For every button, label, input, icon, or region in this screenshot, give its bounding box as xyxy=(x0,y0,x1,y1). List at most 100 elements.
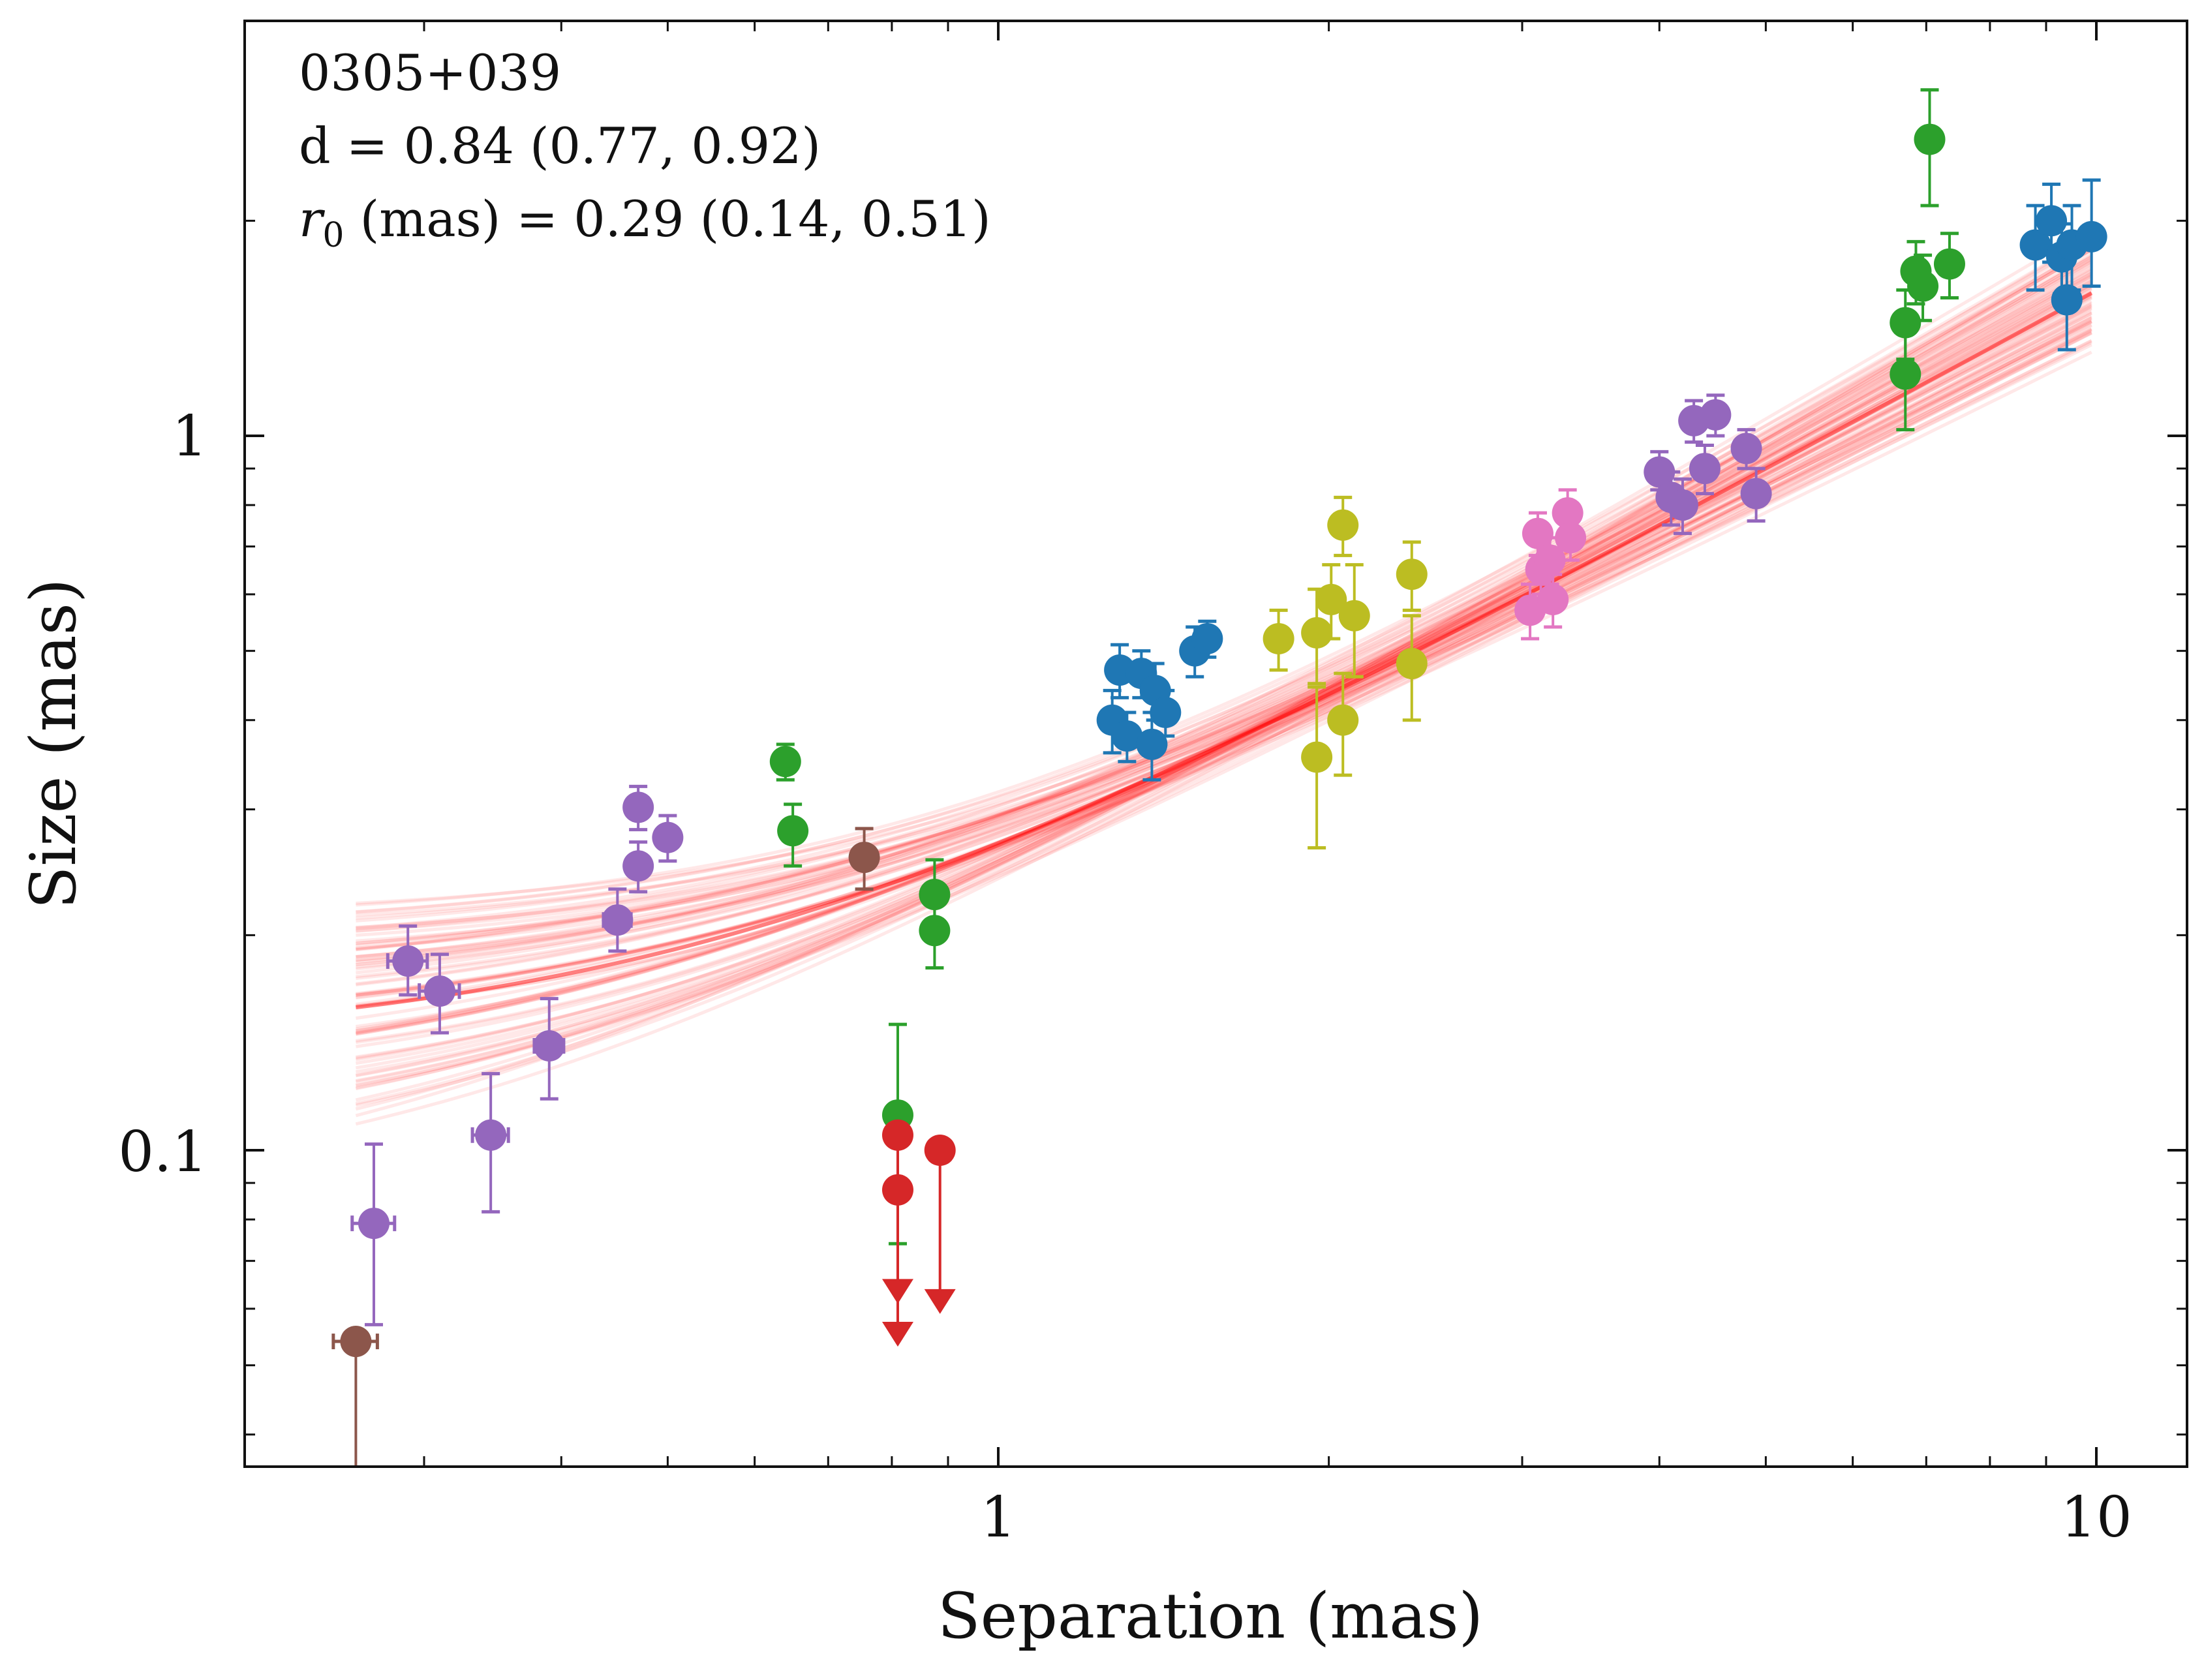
fit-curve xyxy=(355,282,2092,1126)
fit-curve xyxy=(356,301,2092,975)
plot-frame xyxy=(243,20,2188,1468)
fit-curve xyxy=(356,279,2092,945)
data-point-purple xyxy=(1730,433,1762,465)
data-point-purple xyxy=(1740,478,1772,510)
data-point-purple xyxy=(622,791,654,823)
data-point-olive xyxy=(1338,600,1370,632)
fit-curve xyxy=(356,236,2092,1043)
fit-curve xyxy=(356,287,2092,917)
data-point-upper-limit xyxy=(881,1174,913,1206)
data-point-olive xyxy=(1396,558,1428,590)
fit-curve xyxy=(356,290,2092,959)
fit-curve xyxy=(356,284,2092,950)
fit-curve-median xyxy=(356,291,2093,1010)
fit-curve xyxy=(356,283,2092,930)
fit-curve xyxy=(356,296,2092,930)
data-point-pink xyxy=(1552,497,1584,529)
y-tick-label-1: 1 xyxy=(172,404,207,469)
data-point-brown-dark xyxy=(848,842,880,874)
data-point-purple xyxy=(423,975,455,1007)
data-point-green xyxy=(919,915,951,947)
data-point-olive xyxy=(1396,648,1428,680)
fit-curve xyxy=(355,259,2092,1087)
data-point-pink xyxy=(1522,517,1554,549)
data-point-purple xyxy=(358,1208,390,1240)
data-point-olive xyxy=(1301,741,1333,773)
data-point-olive xyxy=(1263,622,1294,654)
fit-curve xyxy=(355,267,2092,1091)
fit-curve xyxy=(356,248,2092,929)
data-point-olive xyxy=(1327,704,1359,736)
fit-curve xyxy=(355,275,2092,1102)
fit-curves xyxy=(355,226,2093,1126)
data-point-green xyxy=(1890,307,1921,339)
upper-limit-arrow xyxy=(881,1279,913,1304)
data-point-olive xyxy=(1327,509,1359,541)
fit-curve xyxy=(356,343,2092,920)
fit-curve xyxy=(356,331,2092,997)
fit-curve xyxy=(356,274,2092,1060)
data-point-green xyxy=(1914,123,1946,155)
fit-curve xyxy=(356,310,2092,997)
fit-curve xyxy=(356,339,2092,1031)
fit-curve xyxy=(356,279,2092,1032)
data-point-purple xyxy=(1666,489,1698,521)
r0-subscript: 0 xyxy=(322,216,344,255)
fit-curve xyxy=(355,328,2092,1090)
annotation-source: 0305+039 xyxy=(299,44,561,102)
fit-curve xyxy=(356,331,2092,1006)
fit-curve xyxy=(356,327,2092,1000)
fit-curve xyxy=(356,240,2092,1059)
data-point-pink xyxy=(1534,544,1566,576)
fit-curve xyxy=(356,331,2092,999)
fit-curve xyxy=(356,245,2092,1045)
y-tick-label-0.1: 0.1 xyxy=(118,1120,207,1185)
data-point-green xyxy=(1933,248,1965,280)
fit-curve xyxy=(356,249,2092,914)
fit-curve xyxy=(356,314,2092,951)
fit-curve xyxy=(356,320,2092,997)
annotation-d: d = 0.84 (0.77, 0.92) xyxy=(299,117,821,175)
data-point-blue xyxy=(2075,221,2107,252)
data-point-upper-limit xyxy=(881,1119,913,1151)
fit-curve xyxy=(355,271,2092,1107)
annotation-r0: r0 (mas) = 0.29 (0.14, 0.51) xyxy=(299,190,991,255)
data-point-blue xyxy=(2019,229,2051,261)
data-point-blue xyxy=(1111,720,1143,752)
fit-curve xyxy=(356,275,2092,943)
data-point-blue xyxy=(1191,622,1223,654)
fit-curve xyxy=(356,324,2092,979)
fit-curve xyxy=(356,350,2092,996)
data-point-purple xyxy=(475,1119,507,1151)
fit-curve xyxy=(356,236,2092,964)
fit-curve xyxy=(356,258,2092,923)
data-point-green xyxy=(919,879,951,911)
x-tick-label-1: 1 xyxy=(981,1485,1017,1550)
fit-curve xyxy=(355,296,2092,1078)
fit-curve xyxy=(356,257,2092,933)
x-tick-label-10: 10 xyxy=(2060,1485,2132,1550)
fit-curve xyxy=(356,328,2092,1009)
fit-curve xyxy=(356,272,2092,914)
data-point-purple xyxy=(1700,399,1732,431)
fit-curve xyxy=(356,245,2092,967)
fit-curve xyxy=(355,320,2092,1034)
data-point-pink xyxy=(1555,522,1587,554)
fit-curve xyxy=(356,316,2092,986)
fit-curve xyxy=(355,318,2092,1088)
fit-curve xyxy=(356,269,2092,933)
data-point-upper-limit xyxy=(924,1135,956,1166)
data-point-purple xyxy=(602,904,634,936)
fit-curve xyxy=(356,305,2092,966)
data-point-purple xyxy=(392,945,424,977)
fit-curve xyxy=(355,329,2092,1033)
data-point-olive xyxy=(1315,583,1347,615)
data-point-purple xyxy=(533,1030,565,1061)
r0-value: (mas) = 0.29 (0.14, 0.51) xyxy=(344,190,990,248)
data-point-blue xyxy=(2051,284,2083,316)
data-point-olive xyxy=(1301,617,1333,649)
data-markers xyxy=(340,123,2107,1358)
fit-curve xyxy=(355,255,2092,1105)
